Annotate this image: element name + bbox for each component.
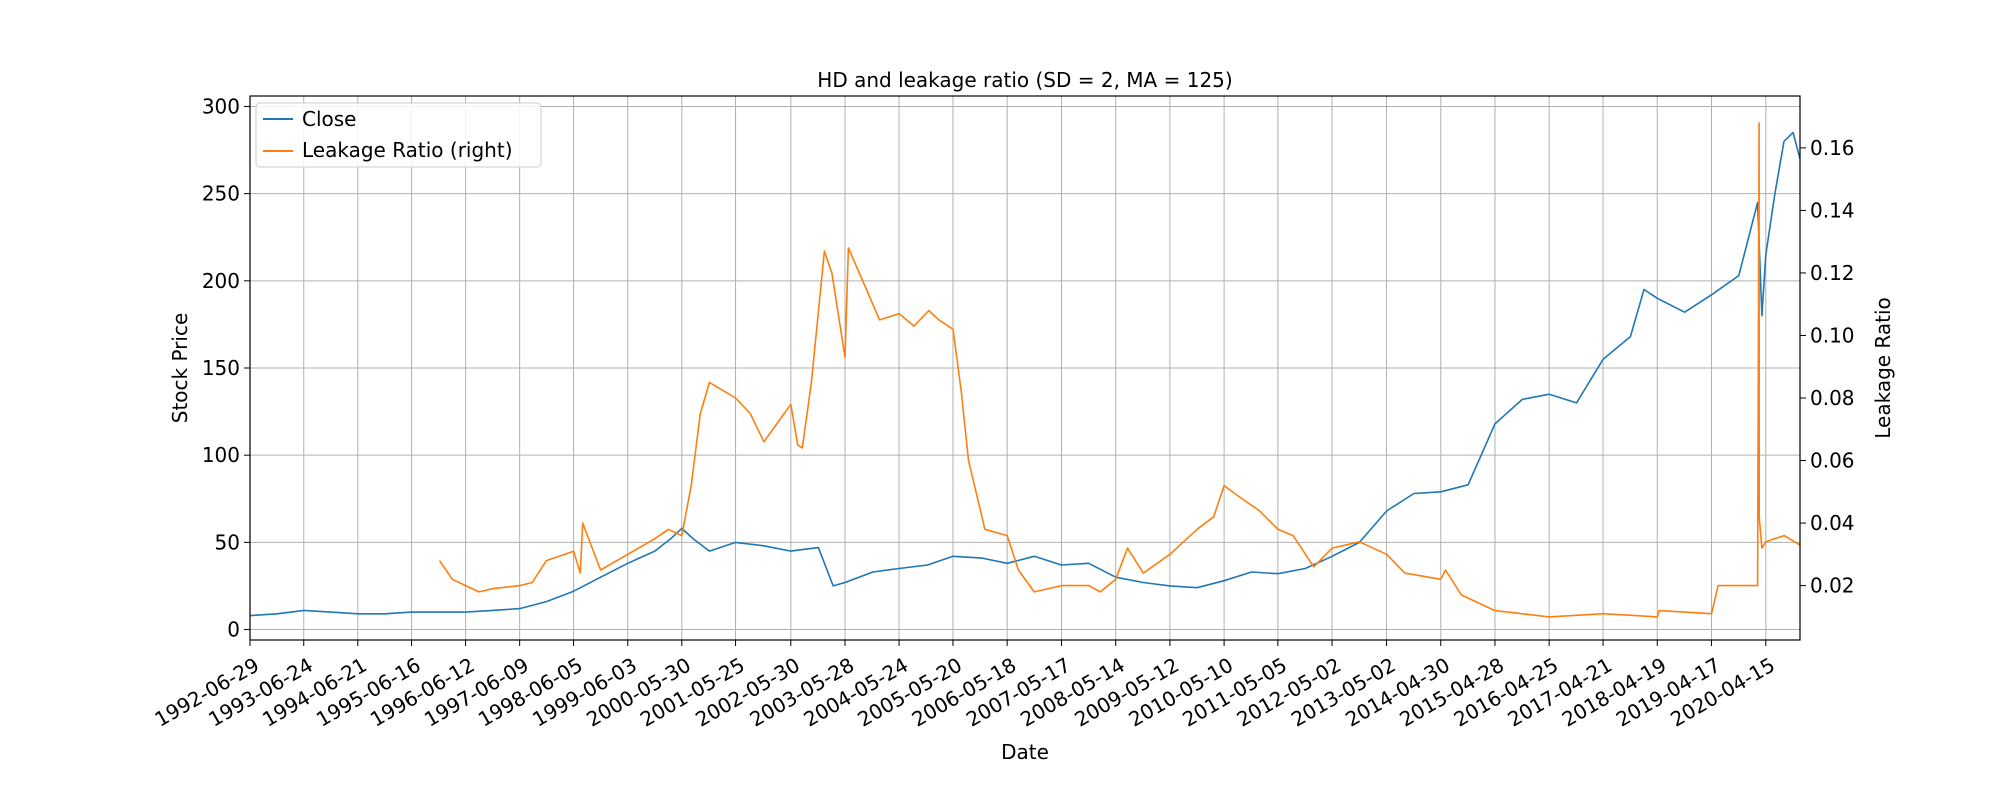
y2-tick-label: 0.16 — [1810, 136, 1855, 160]
grid-layer — [249, 96, 1800, 640]
series-layer — [249, 122, 1801, 618]
y2-tick-label: 0.14 — [1810, 198, 1855, 222]
y2-tick-label: 0.08 — [1810, 386, 1855, 410]
y2-tick-label: 0.04 — [1810, 511, 1855, 535]
y-tick-label: 150 — [202, 356, 240, 380]
legend-close-label: Close — [302, 107, 356, 131]
y-tick-label: 0 — [227, 618, 240, 642]
y2-axis-label: Leakage Ratio — [1871, 297, 1895, 439]
y-axis-label: Stock Price — [168, 313, 192, 424]
y-tick-label: 100 — [202, 443, 240, 467]
y-tick-label: 200 — [202, 269, 240, 293]
legend-leakage-label: Leakage Ratio (right) — [302, 138, 513, 162]
y-tick-label: 300 — [202, 94, 240, 118]
legend-box — [255, 102, 542, 168]
y-tick-label: 50 — [215, 530, 240, 554]
leakage-ratio-line — [438, 122, 1801, 618]
legend: Close Leakage Ratio (right) — [255, 102, 542, 168]
y-tick-label: 250 — [202, 182, 240, 206]
y2-tick-label: 0.10 — [1810, 323, 1855, 347]
y2-tick-label: 0.02 — [1810, 574, 1855, 598]
y2-tick-label: 0.12 — [1810, 261, 1855, 285]
close-price-line — [249, 131, 1801, 617]
y2-tick-label: 0.06 — [1810, 449, 1855, 473]
chart-title: HD and leakage ratio (SD = 2, MA = 125) — [817, 68, 1232, 92]
x-axis-label: Date — [1001, 740, 1049, 764]
tick-layer: 1992-06-291993-06-241994-06-211995-06-16… — [150, 94, 1854, 731]
